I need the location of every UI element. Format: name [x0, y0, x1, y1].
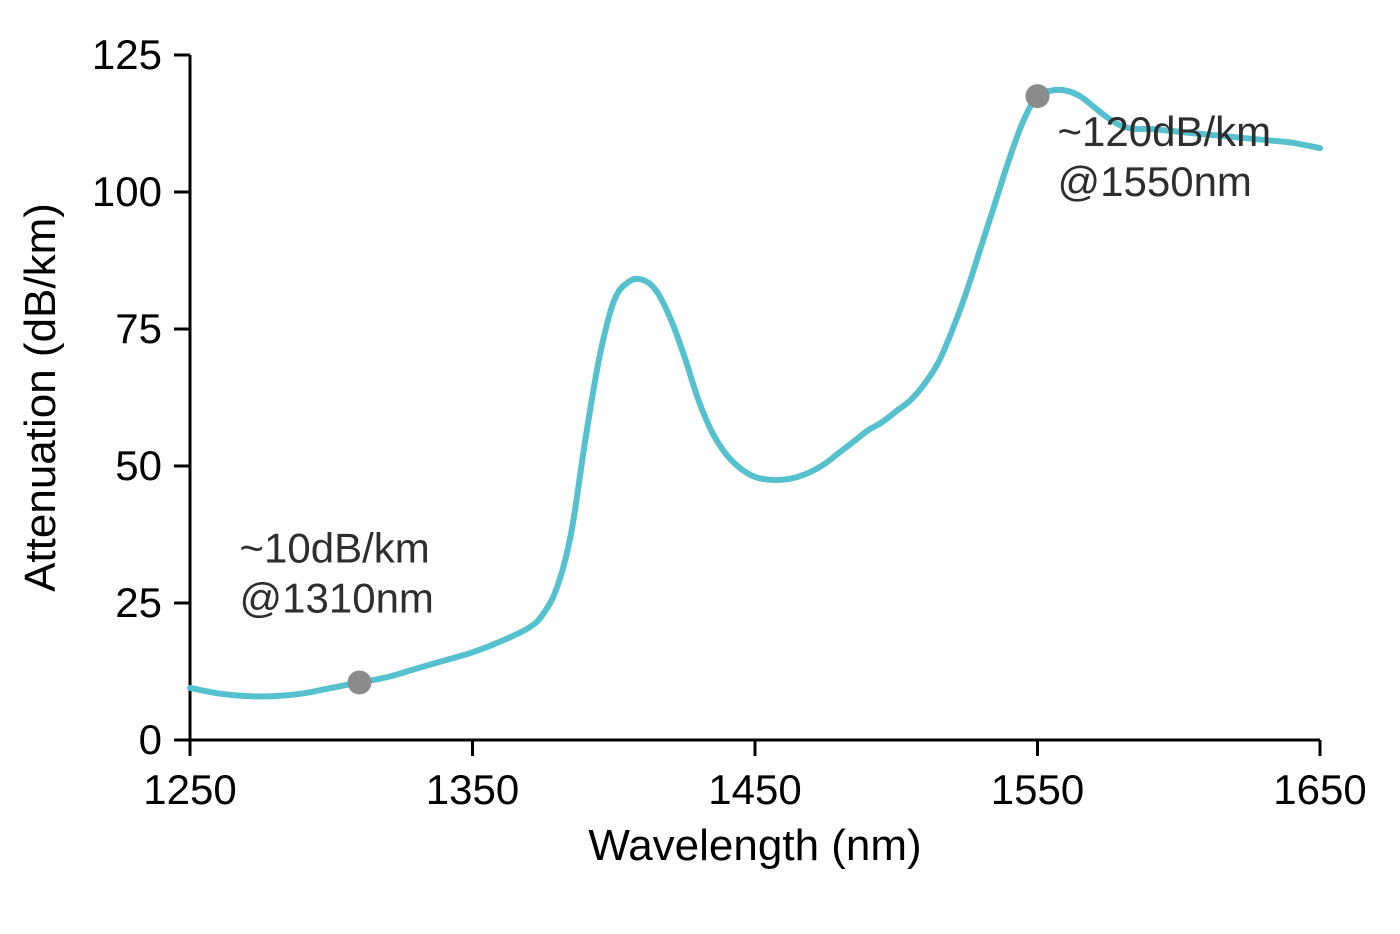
y-tick-label: 100: [92, 168, 162, 215]
marker-point: [1026, 84, 1050, 108]
y-tick-label: 25: [115, 579, 162, 626]
y-tick-label: 125: [92, 31, 162, 78]
chart-svg: 1250 1350 1450 1550 1650 0 25 50 75 100 125 Wavelen…: [0, 0, 1400, 934]
attenuation-chart: 1250 1350 1450 1550 1650 0 25 50 75 100 125 Wavelen…: [0, 0, 1400, 934]
y-tick-label: 0: [139, 716, 162, 763]
marker-point: [348, 670, 372, 694]
y-axis-title: Attenuation (dB/km): [16, 203, 65, 592]
y-tick-label: 50: [115, 442, 162, 489]
marker-label: @1550nm: [1058, 158, 1252, 205]
marker-label: @1310nm: [240, 574, 434, 621]
x-tick-label: 1550: [991, 766, 1084, 813]
x-axis-title: Wavelength (nm): [588, 821, 921, 870]
x-tick-label: 1650: [1273, 766, 1366, 813]
marker-label: ~10dB/km: [240, 524, 430, 571]
marker-label: ~120dB/km: [1058, 108, 1272, 155]
x-tick-label: 1250: [143, 766, 236, 813]
y-tick-label: 75: [115, 305, 162, 352]
x-tick-label: 1450: [708, 766, 801, 813]
x-tick-label: 1350: [426, 766, 519, 813]
